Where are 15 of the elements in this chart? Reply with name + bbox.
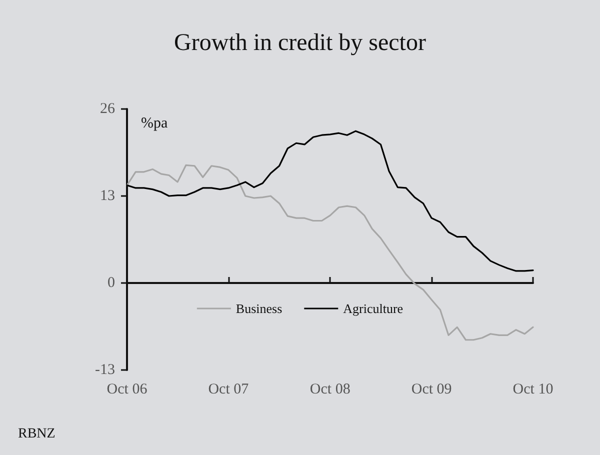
chart-title: Growth in credit by sector xyxy=(174,30,426,56)
x-tick-label: Oct 06 xyxy=(106,382,148,398)
y-tick-label: 13 xyxy=(100,188,115,204)
line-series xyxy=(126,130,534,272)
x-tick-label: Oct 07 xyxy=(208,382,250,398)
legend-label: Agriculture xyxy=(343,301,404,316)
y-axis-title: %pa xyxy=(141,116,168,132)
y-tick-label: -13 xyxy=(95,362,115,378)
x-tick-label: Oct 09 xyxy=(411,382,452,398)
x-tick-label: Oct 08 xyxy=(310,382,350,398)
y-tick-label: 26 xyxy=(100,101,116,117)
x-tick-label: Oct 10 xyxy=(512,382,554,398)
legend-label: Business xyxy=(236,301,282,316)
text: RBNZ xyxy=(18,426,56,442)
y-tick-label: 0 xyxy=(108,275,115,291)
